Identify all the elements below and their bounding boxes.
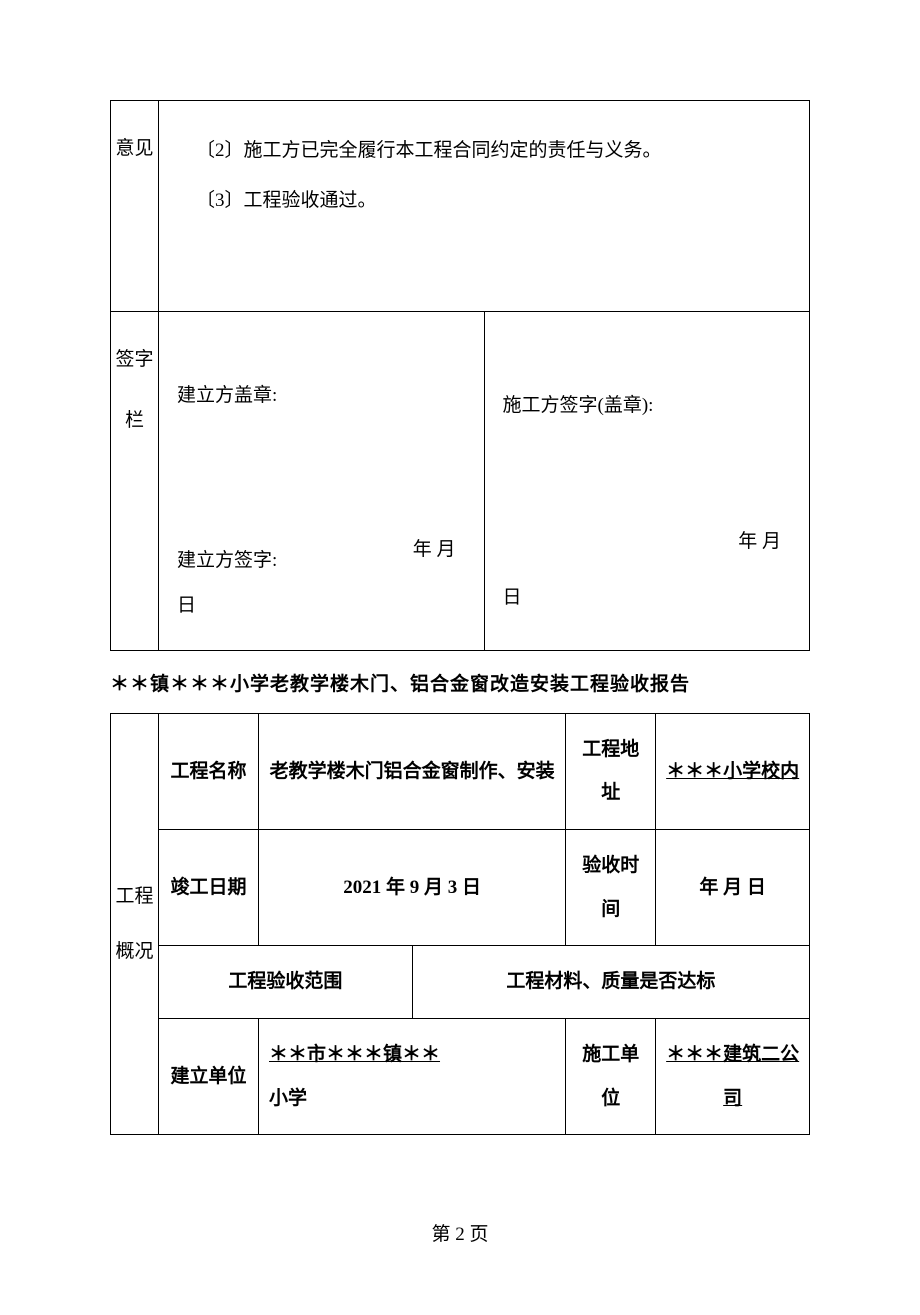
- contractor-date-day: 日: [503, 578, 792, 618]
- completion-date-value: 2021 年 9 月 3 日: [259, 830, 566, 946]
- completion-date-label: 竣工日期: [159, 830, 259, 946]
- project-address-label: 工程地址: [566, 713, 656, 829]
- acceptance-time-label: 验收时间: [566, 830, 656, 946]
- build-unit-value: ＊＊市＊＊＊镇＊＊ 小学: [259, 1019, 566, 1135]
- scope-label: 工程验收范围: [159, 946, 413, 1019]
- build-unit-plain: 小学: [269, 1088, 307, 1109]
- scope-value: 工程材料、质量是否达标: [412, 946, 809, 1019]
- contractor-date-ym: 年 月: [738, 522, 791, 562]
- builder-date-day: 日: [177, 586, 466, 626]
- opinion-content-cell: 〔2〕施工方已完全履行本工程合同约定的责任与义务。 〔3〕工程验收通过。: [159, 101, 810, 312]
- construction-unit-label: 施工单位: [566, 1019, 656, 1135]
- opinion-signature-table: 意见 〔2〕施工方已完全履行本工程合同约定的责任与义务。 〔3〕工程验收通过。 …: [110, 100, 810, 651]
- contractor-sign-label: 施工方签字(盖章):: [503, 386, 654, 426]
- construction-unit-text: ＊＊＊建筑二公司: [666, 1044, 799, 1109]
- project-address-value: ＊＊＊小学校内: [656, 713, 810, 829]
- build-unit-label: 建立单位: [159, 1019, 259, 1135]
- builder-stamp-label: 建立方盖章:: [177, 376, 277, 416]
- project-address-text: ＊＊＊小学校内: [666, 761, 799, 782]
- signature-label: 签字栏: [115, 330, 154, 452]
- opinion-label: 意见: [115, 119, 154, 180]
- report-title: ＊＊镇＊＊＊小学老教学楼木门、铝合金窗改造安装工程验收报告: [110, 665, 810, 705]
- project-overview-table: 工程概况 工程名称 老教学楼木门铝合金窗制作、安装 工程地址 ＊＊＊小学校内 竣…: [110, 713, 810, 1136]
- opinion-item-2: 〔2〕施工方已完全履行本工程合同约定的责任与义务。: [177, 131, 791, 171]
- signature-label-cell: 签字栏: [111, 311, 159, 650]
- builder-date-ym: 年 月: [413, 530, 466, 570]
- construction-unit-value: ＊＊＊建筑二公司: [656, 1019, 810, 1135]
- project-name-value: 老教学楼木门铝合金窗制作、安装: [259, 713, 566, 829]
- opinion-label-cell: 意见: [111, 101, 159, 312]
- builder-signature-cell: 建立方盖章: 建立方签字: 年 月 日: [159, 311, 485, 650]
- overview-label-cell: 工程概况: [111, 713, 159, 1135]
- project-name-label: 工程名称: [159, 713, 259, 829]
- opinion-spacer: [177, 221, 791, 301]
- page-number: 第 2 页: [110, 1215, 810, 1255]
- contractor-signature-cell: 施工方签字(盖章): 年 月 日: [484, 311, 810, 650]
- opinion-item-3: 〔3〕工程验收通过。: [177, 181, 791, 221]
- acceptance-time-value: 年 月 日: [656, 830, 810, 946]
- build-unit-underline: ＊＊市＊＊＊镇＊＊: [269, 1044, 440, 1065]
- overview-label: 工程概况: [115, 869, 154, 979]
